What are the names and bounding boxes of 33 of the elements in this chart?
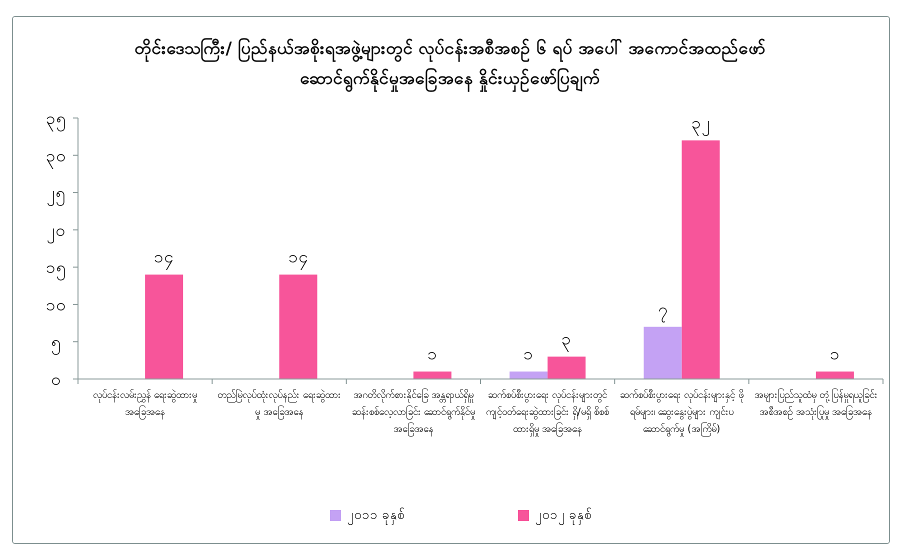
y-tick-label: ၅ (51, 332, 61, 356)
x-tick-label: ဆက်စပ်စီးပွားရေး လုပ်ငန်းများနှင့် ဖိုရမ်များ၊ ဆွေးနွေးပွဲများ ကျင်းပဆောင်ရွက်မှု (အကြိမ်) (619, 388, 744, 438)
data-label: ၁ (830, 344, 840, 365)
bar (816, 372, 854, 379)
x-tick-label: အများပြည်သူထံမှ တုံ့ပြန်မှုရယူခြင်း အစီအစဉ် အသုံးပြုမှု အခြေအနေ (753, 388, 878, 421)
chart-title: တိုင်းဒေသကြီး/ ပြည်နယ်အစိုးရအဖွဲ့များတွင် လုပ်ငန်းအစီအစဉ် ၆ ရပ် အပေါ် အကောင်အထည်ဖော်ဆောင်ရွက်နိုင်မှုအခြေအနေ နှိုင်းယှဉ်ဖော်ပြချက် (134, 37, 766, 94)
y-tick-label: ၁၅ (46, 258, 66, 282)
y-tick-label: ၂၅ (46, 184, 66, 207)
x-tick-label: လုပ်ငန်းလမ်းညွှန် ရေးဆွဲထားမှု အခြေအနေ (92, 388, 198, 421)
data-label: ၁ (427, 344, 438, 365)
data-label: ၃ (562, 330, 572, 353)
x-tick-label: ဆက်စပ်စီးပွားရေး လုပ်ငန်းများတွင် ကျင့်ဝတ်ရေးဆွဲထားခြင်း ရှိ/မရှိ စိစစ်ထားရှိမှု အခြေအနေ (485, 388, 610, 438)
bar (413, 372, 452, 379)
bar (682, 140, 720, 379)
legend-label: ၂၀၁၂ ခုနှစ် (535, 506, 592, 525)
bar (145, 274, 184, 379)
bar (644, 326, 682, 379)
y-tick-label: ၂၀ (46, 220, 66, 244)
y-tick-label: ၃၅ (46, 109, 66, 132)
y-tick-label: ၀ (51, 370, 61, 390)
data-label: ၁၄ (288, 248, 308, 271)
x-tick-label: တည်မြဲလုပ်ထုံးလုပ်နည်း ရေးဆွဲထားမှု အခြေအနေ (216, 388, 342, 421)
legend-label: ၂၀၁၁ ခုနှစ် (347, 506, 406, 525)
bar (510, 372, 548, 379)
y-tick-label: ၁၀ (46, 295, 66, 316)
y-tick-label: ၃၀ (46, 146, 66, 170)
bar (279, 274, 318, 379)
data-label: ၁၄ (154, 248, 174, 271)
x-tick-label: အဂတိလိုက်စားနိုင်ခြေ အန္တရာယ်ရှိမှု ဆန်းစစ်လေ့လာခြင်း ဆောင်ရွက်နိုင်မှု အခြေအနေ (350, 388, 476, 438)
bar (548, 356, 586, 379)
data-label: ၇ (658, 300, 668, 323)
data-label: ၃၂ (691, 113, 710, 136)
data-label: ၁ (524, 344, 534, 365)
